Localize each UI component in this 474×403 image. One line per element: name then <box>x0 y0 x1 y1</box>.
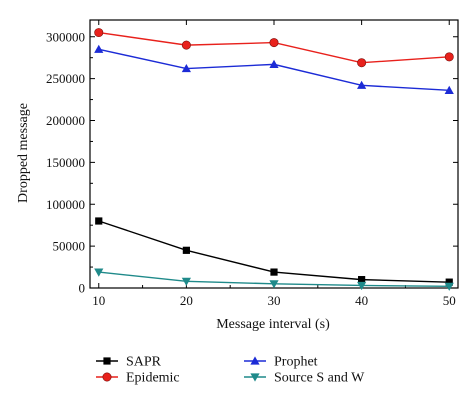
y-tick-label: 200000 <box>46 113 85 128</box>
data-point <box>269 280 279 289</box>
series-line <box>98 48 450 92</box>
data-point <box>357 58 367 68</box>
data-point <box>182 246 190 254</box>
y-tick-label: 0 <box>79 281 86 296</box>
data-point <box>250 356 260 365</box>
data-point <box>357 80 367 89</box>
x-tick-label: 30 <box>268 293 281 308</box>
data-point <box>269 59 279 68</box>
data-point <box>181 63 191 73</box>
data-point <box>181 277 191 286</box>
data-point <box>102 372 112 382</box>
data-point <box>357 281 367 291</box>
series-prophet <box>94 44 454 94</box>
legend-label: Source S and W <box>274 371 365 386</box>
series-source-s-and-w <box>94 268 454 291</box>
data-point <box>250 373 260 382</box>
y-tick-label: 50000 <box>53 239 86 254</box>
data-point <box>94 268 104 277</box>
x-tick-label: 20 <box>180 293 193 308</box>
legend-item: Source S and W <box>244 371 365 386</box>
y-tick-label: 100000 <box>46 197 85 212</box>
x-tick-label: 50 <box>443 293 456 308</box>
y-axis-title: Dropped message <box>16 103 31 203</box>
data-point <box>444 282 454 291</box>
data-point <box>270 268 278 276</box>
data-point <box>94 28 104 38</box>
data-point <box>103 357 111 365</box>
data-point <box>445 278 453 286</box>
legend-item: Epidemic <box>96 371 180 386</box>
ticks: 10 20 30 40 50 0 50000 100000 150000 200000 250000… <box>46 20 458 308</box>
y-tick-label: 250000 <box>46 71 85 86</box>
data-point <box>358 276 366 284</box>
data-point <box>94 44 104 53</box>
legend-label: SAPR <box>126 355 162 370</box>
series <box>94 28 454 291</box>
legend-item: Prophet <box>244 355 318 370</box>
x-axis-title: Message interval (s) <box>216 317 330 332</box>
legend-item: SAPR <box>96 355 162 370</box>
series-epidemic <box>94 28 454 68</box>
legend-label: Epidemic <box>126 371 180 386</box>
x-tick-label: 40 <box>355 293 368 308</box>
series-line <box>98 31 450 64</box>
data-point <box>181 40 191 50</box>
legend-label: Prophet <box>274 355 318 370</box>
series-sapr <box>95 217 453 286</box>
data-point <box>444 85 454 94</box>
x-tick-label: 10 <box>92 293 105 308</box>
y-tick-label: 300000 <box>46 29 85 44</box>
y-tick-label: 150000 <box>46 155 85 170</box>
data-point <box>444 52 454 62</box>
data-point <box>269 38 279 48</box>
data-point <box>95 217 103 225</box>
